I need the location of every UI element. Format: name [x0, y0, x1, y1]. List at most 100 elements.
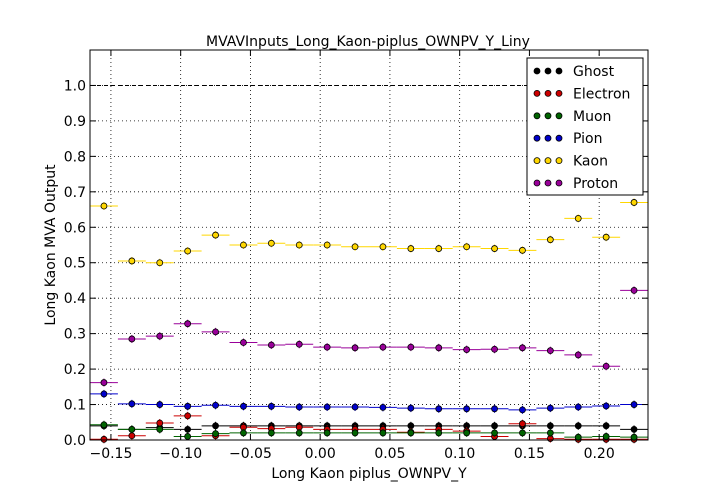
- data-point: [128, 432, 136, 440]
- y-tick-label: 0.8: [64, 149, 86, 165]
- data-point: [491, 345, 498, 353]
- y-tick-label: 0.6: [64, 220, 86, 236]
- legend-item-pion: Pion: [533, 131, 602, 147]
- data-point: [407, 422, 415, 430]
- chart-title: MVAVInputs_Long_Kaon-piplus_OWNPV_Y_Liny: [206, 34, 530, 50]
- data-point: [240, 402, 247, 410]
- data-point: [574, 215, 582, 222]
- data-point: [128, 400, 136, 408]
- data-point: [212, 328, 219, 336]
- legend-marker: [533, 179, 541, 187]
- legend-item-electron: Electron: [533, 86, 630, 102]
- data-point: [351, 344, 359, 352]
- y-tick-label: 0.1: [64, 398, 86, 414]
- series-pion: [90, 389, 648, 414]
- data-point: [100, 435, 108, 443]
- data-point: [630, 425, 638, 433]
- data-point: [546, 347, 554, 355]
- y-tick-label: 1.0: [64, 78, 86, 94]
- data-point: [212, 401, 219, 409]
- y-tick-label: 0.4: [64, 291, 86, 307]
- data-point: [323, 343, 331, 351]
- data-point: [435, 405, 443, 413]
- legend-marker: [555, 112, 563, 120]
- data-point: [267, 429, 275, 437]
- x-tick-label: 0.05: [374, 446, 405, 462]
- data-point: [240, 339, 247, 346]
- y-tick-label: 0.2: [64, 362, 86, 378]
- data-point: [212, 430, 219, 438]
- data-point: [435, 245, 443, 252]
- data-point: [267, 341, 275, 349]
- data-point: [574, 403, 582, 411]
- legend-label: Kaon: [573, 154, 608, 170]
- data-point: [630, 401, 638, 408]
- data-point: [546, 236, 554, 244]
- legend-marker: [544, 112, 552, 120]
- legend-item-proton: Proton: [533, 176, 618, 192]
- series-kaon: [90, 198, 648, 267]
- data-point: [156, 332, 164, 340]
- legend-marker: [544, 90, 552, 97]
- data-point: [379, 243, 387, 251]
- legend-marker: [555, 179, 563, 187]
- data-point: [574, 422, 582, 430]
- x-tick-label: 0.00: [305, 446, 336, 462]
- legend-label: Proton: [573, 176, 618, 192]
- data-point: [602, 422, 610, 430]
- x-tick-label: −0.05: [229, 446, 272, 462]
- data-point: [435, 429, 443, 437]
- data-point: [184, 402, 192, 410]
- data-point: [212, 422, 219, 430]
- data-point: [407, 343, 415, 351]
- legend-marker: [555, 157, 563, 165]
- data-point: [184, 412, 192, 420]
- data-point: [323, 429, 331, 437]
- data-point: [295, 241, 303, 249]
- series-muon: [90, 420, 648, 442]
- legend-item-kaon: Kaon: [533, 154, 608, 170]
- legend-marker: [533, 112, 541, 120]
- data-point: [574, 351, 582, 359]
- data-point: [546, 429, 554, 437]
- data-point: [184, 320, 192, 328]
- data-point: [184, 247, 192, 255]
- data-point: [630, 286, 638, 294]
- data-point: [491, 429, 498, 437]
- data-point: [491, 245, 498, 252]
- data-point: [156, 419, 164, 427]
- data-point: [128, 257, 136, 265]
- data-point: [519, 406, 526, 414]
- data-point: [100, 421, 108, 429]
- y-tick-label: 0.9: [64, 114, 86, 130]
- legend: Ghost Electron Muon Pion Kaon Proton: [526, 57, 644, 196]
- axis-ticks: −0.15 −0.10 −0.05 0.00 0.05 0.10 0.15 0.20 0.0 0.…: [64, 50, 648, 462]
- data-point: [519, 246, 526, 254]
- legend-marker: [544, 134, 552, 142]
- data-point: [546, 422, 554, 430]
- data-point: [156, 425, 164, 433]
- x-tick-label: 0.20: [584, 446, 615, 462]
- data-point: [519, 420, 526, 428]
- data-point: [407, 429, 415, 437]
- data-point: [379, 343, 387, 351]
- data-point: [379, 429, 387, 437]
- legend-marker: [533, 67, 541, 75]
- data-point: [323, 241, 331, 249]
- series-proton: [90, 286, 648, 387]
- data-point: [128, 335, 136, 343]
- data-point: [351, 243, 359, 251]
- data-point: [240, 429, 247, 437]
- legend-marker: [533, 134, 541, 142]
- data-point: [156, 259, 164, 267]
- series-layer: [90, 198, 648, 444]
- data-point: [407, 404, 415, 412]
- data-point: [128, 425, 136, 433]
- legend-box: [526, 57, 644, 196]
- data-point: [407, 245, 415, 252]
- x-tick-label: −0.10: [159, 446, 202, 462]
- data-point: [519, 429, 526, 437]
- data-point: [100, 202, 108, 210]
- data-point: [323, 403, 331, 411]
